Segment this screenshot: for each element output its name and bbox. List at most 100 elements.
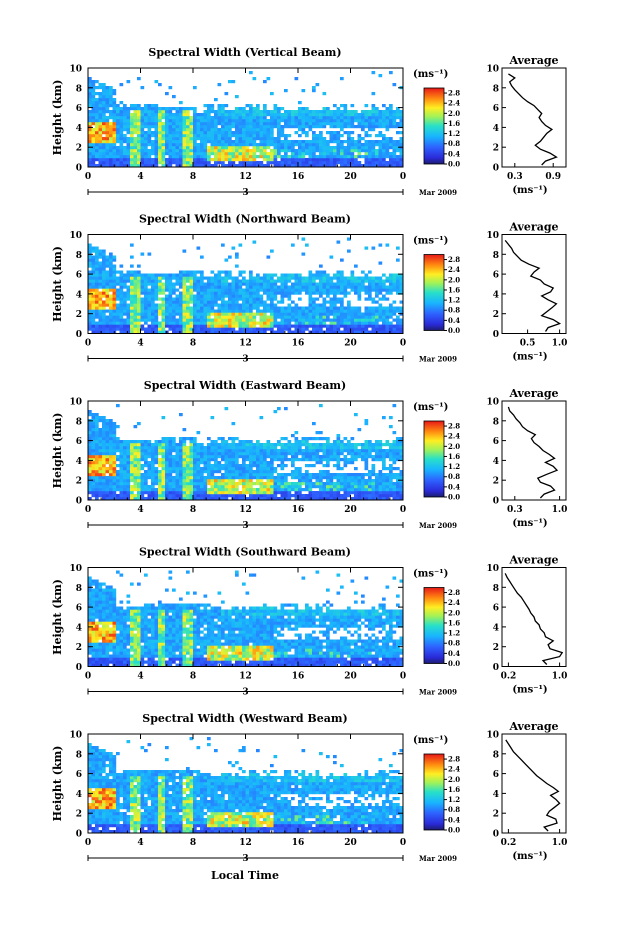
heatmap-cell	[179, 131, 183, 135]
heatmap-cell	[175, 282, 180, 286]
heatmap-cell	[137, 276, 141, 280]
heatmap-cell	[389, 303, 393, 307]
heatmap-cell	[126, 479, 131, 483]
heatmap-cell	[336, 279, 341, 283]
heatmap-cell	[98, 119, 103, 123]
heatmap-cell	[203, 464, 208, 468]
heatmap-cell	[385, 113, 390, 117]
heatmap-cell	[175, 455, 180, 459]
heatmap-cell	[277, 479, 281, 483]
heatmap-cell	[133, 461, 138, 465]
heatmap-cell	[364, 473, 369, 477]
heatmap-cell	[368, 285, 372, 289]
heatmap-cell	[308, 300, 313, 304]
heatmap-cell	[357, 479, 362, 483]
heatmap-cell	[287, 119, 292, 123]
heatmap-cell	[231, 149, 236, 153]
heatmap-cell	[361, 116, 365, 120]
heatmap-cell	[130, 155, 134, 159]
heatmap-cell	[210, 497, 215, 501]
heatmap-cell	[270, 303, 274, 307]
heatmap-cell	[294, 306, 299, 310]
heatmap-cell	[347, 488, 351, 492]
heatmap-cell	[179, 110, 183, 114]
heatmap-cell	[259, 149, 264, 153]
heatmap-cell	[203, 449, 208, 453]
heatmap-cell	[116, 488, 120, 492]
heatmap-cell	[231, 291, 236, 295]
heatmap-cell	[252, 297, 257, 301]
heatmap-cell	[109, 476, 113, 480]
heatmap-cell	[144, 131, 148, 135]
heatmap-cell	[151, 309, 155, 313]
heatmap-cell	[179, 327, 183, 331]
heatmap-cell	[95, 158, 99, 162]
heatmap-cell	[91, 270, 96, 274]
heatmap-cell	[130, 279, 134, 283]
heatmap-cell	[389, 494, 393, 498]
heatmap-cell	[319, 143, 323, 147]
heatmap-cell	[298, 312, 302, 316]
heatmap-cell	[210, 137, 215, 141]
heatmap-cell	[182, 479, 187, 483]
heatmap-cell	[144, 309, 148, 313]
heatmap-cell	[193, 297, 197, 301]
heatmap-cell	[336, 464, 341, 468]
heatmap-cell	[105, 101, 110, 105]
heatmap-cell	[231, 155, 236, 159]
heatmap-cell	[368, 494, 372, 498]
heatmap-cell	[322, 494, 327, 498]
heatmap-cell	[147, 161, 152, 165]
heatmap-cell	[224, 479, 229, 483]
heatmap-cell	[256, 449, 260, 453]
heatmap-cell	[375, 107, 379, 111]
heatmap-cell	[238, 122, 243, 126]
heatmap-cell	[105, 452, 110, 456]
heatmap-cell	[315, 285, 320, 289]
heatmap-cell	[137, 158, 141, 162]
heatmap-cell	[95, 300, 99, 304]
heatmap-cell	[228, 131, 232, 135]
heatmap-cell	[214, 321, 218, 325]
heatmap-cell	[172, 113, 176, 117]
heatmap-cell	[165, 476, 169, 480]
heatmap-cell	[231, 134, 236, 138]
heatmap-cell	[361, 312, 365, 316]
heatmap-cell	[252, 149, 257, 153]
heatmap-cell	[340, 291, 344, 295]
heatmap-cell	[154, 327, 159, 331]
heatmap-cell	[326, 455, 330, 459]
heatmap-cell	[308, 149, 313, 153]
heatmap-cell	[263, 449, 267, 453]
heatmap-cell	[98, 300, 103, 304]
heatmap-cell	[312, 125, 316, 129]
heatmap-cell	[126, 164, 131, 168]
heatmap-cell	[140, 479, 145, 483]
heatmap-cell	[287, 110, 292, 114]
heatmap-cell	[126, 476, 131, 480]
heatmap-cell	[336, 300, 341, 304]
heatmap-cell	[368, 479, 372, 483]
heatmap-cell	[364, 155, 369, 159]
heatmap-cell	[347, 315, 351, 319]
heatmap-cell	[165, 119, 169, 123]
heatmap-cell	[140, 137, 145, 141]
heatmap-cell	[308, 476, 313, 480]
heatmap-cell	[301, 497, 306, 501]
heatmap-cell	[277, 128, 281, 132]
heatmap-cell	[375, 279, 379, 283]
heatmap-cell	[284, 164, 288, 168]
heatmap-cell	[221, 303, 225, 307]
heatmap-cell	[273, 107, 278, 111]
heatmap-cell	[228, 482, 232, 486]
heatmap-cell	[382, 324, 386, 328]
heatmap-cell	[238, 110, 243, 114]
heatmap-cell	[368, 110, 372, 114]
heatmap-cell	[308, 315, 313, 319]
heatmap-cell	[228, 116, 232, 120]
heatmap-cell	[102, 470, 106, 474]
x-tick-label: 20	[344, 172, 357, 182]
heatmap-cell	[256, 113, 260, 117]
heatmap-cell	[284, 273, 288, 277]
heatmap-cell	[270, 327, 274, 331]
